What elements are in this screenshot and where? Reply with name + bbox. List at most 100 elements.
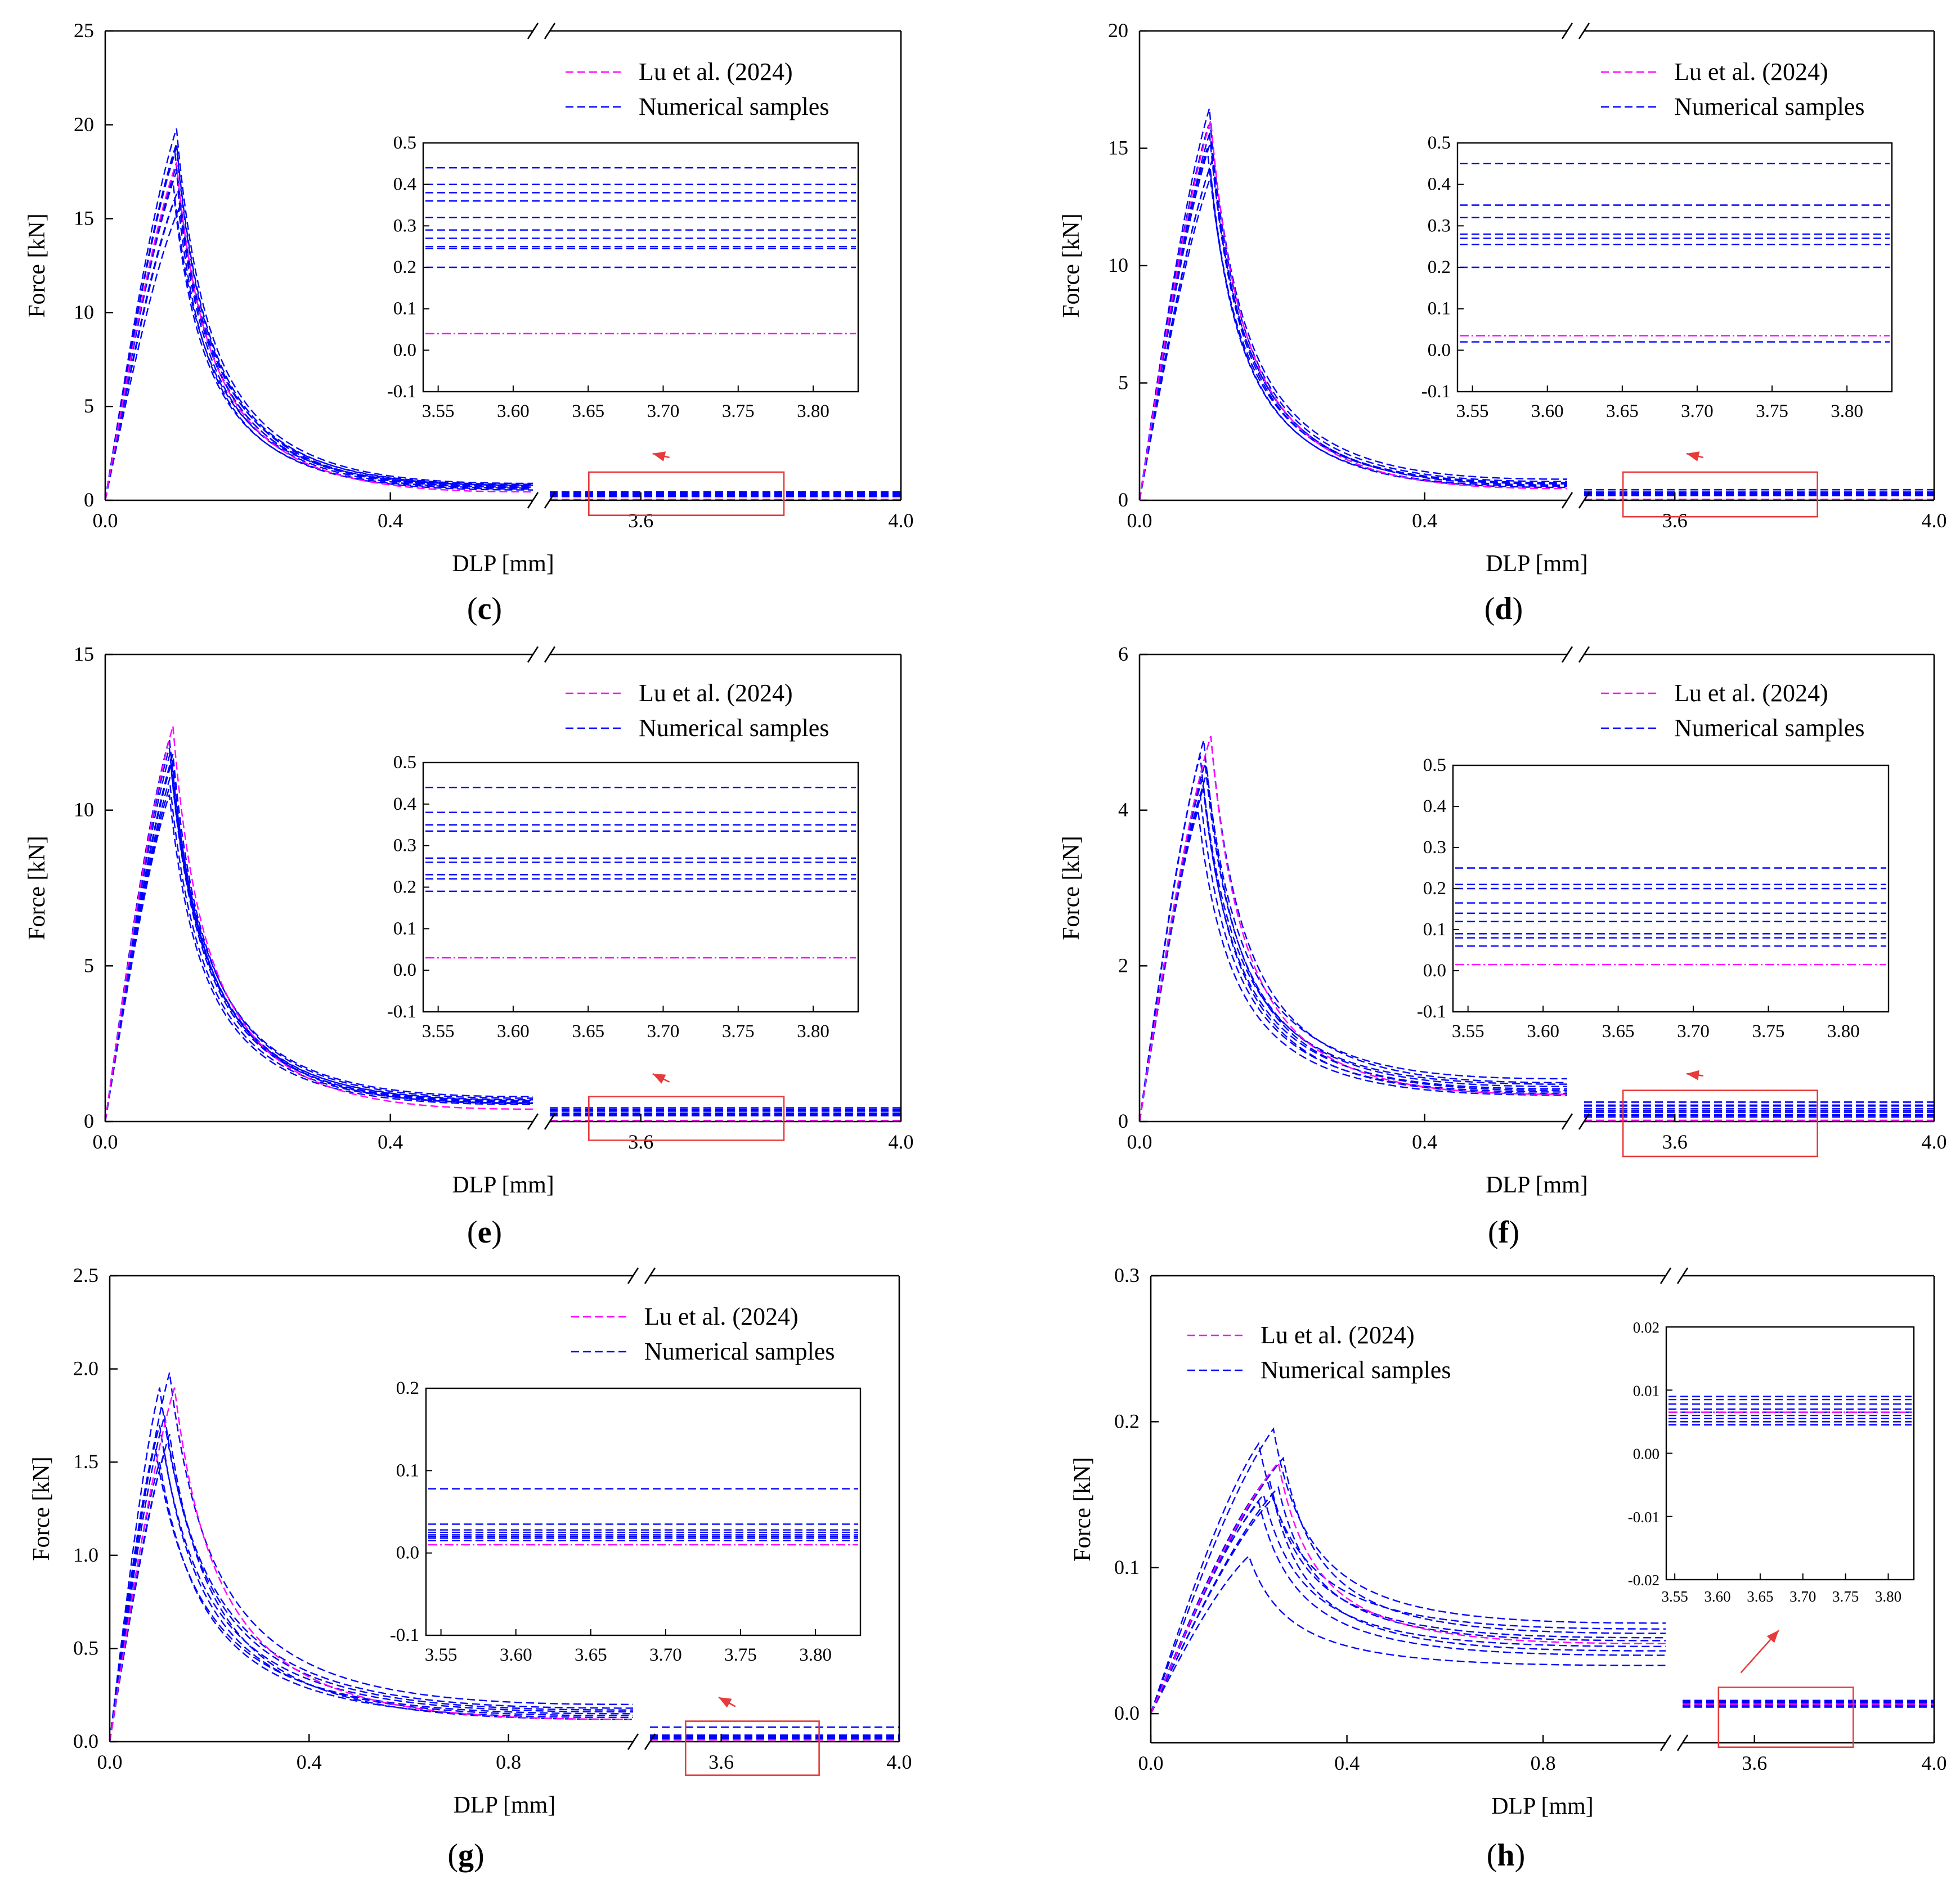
y-tick-label: 0.3: [1114, 1264, 1140, 1286]
inset-y-tick-label: 0.5: [393, 752, 416, 773]
legend-label-numerical: Numerical samples: [1674, 714, 1864, 742]
x-tick-label: 0.8: [496, 1751, 521, 1773]
axis-break-mark: [627, 1267, 639, 1284]
inset-y-tick-label: 0.0: [393, 960, 416, 980]
caption-paren-close: ): [491, 1215, 502, 1250]
inset-series-group: [425, 167, 856, 335]
series-group: [1140, 108, 1934, 500]
inset-x-tick-label: 3.60: [500, 1645, 532, 1665]
inset-y-tick-label: 0.1: [1423, 920, 1446, 940]
reference-curve-main-line: [1140, 736, 1567, 1122]
caption-paren-close: ): [474, 1838, 485, 1873]
x-tick-label: 4.0: [889, 509, 914, 532]
x-tick-label: 0.0: [97, 1751, 123, 1773]
numerical-sample-3-main-line: [1140, 148, 1567, 500]
numerical-sample-6-main-line: [105, 147, 533, 500]
legend-label-reference: Lu et al. (2024): [639, 58, 793, 86]
y-tick-label: 15: [74, 207, 94, 230]
inset-y-tick-label: -0.1: [1417, 1002, 1446, 1022]
y-tick-label: 5: [1118, 371, 1128, 394]
inset-y-tick-label: 0.2: [1423, 878, 1446, 899]
numerical-sample-8-main-line: [105, 794, 533, 1122]
inset-y-tick-label: 0.2: [1428, 257, 1451, 277]
numerical-sample-9-main-line: [1140, 810, 1567, 1122]
inset-x-tick-label: 3.55: [425, 1645, 458, 1665]
caption-paren-close: ): [1513, 591, 1523, 626]
x-tick-label: 4.0: [1922, 1752, 1947, 1774]
y-tick-label: 10: [1108, 254, 1128, 276]
axis-break-mark: [544, 1113, 556, 1130]
caption-letter: f: [1499, 1215, 1510, 1250]
inset-series-group: [425, 787, 856, 959]
inset-y-tick-label: 0.02: [1633, 1319, 1660, 1336]
numerical-sample-4-main-line: [105, 747, 533, 1122]
numerical-sample-8-main-line: [1140, 786, 1567, 1122]
caption-paren-open: (: [467, 1215, 478, 1250]
y-tick-label: 1.0: [73, 1544, 98, 1566]
axis-break-mark: [544, 492, 556, 509]
inset-y-tick-label: -0.1: [390, 1625, 419, 1645]
inset-y-tick-label: 0.3: [1428, 216, 1451, 236]
inset-x-tick-label: 3.70: [647, 1021, 680, 1042]
axis-break-mark: [1578, 492, 1590, 509]
y-tick-label: 0: [1118, 1110, 1128, 1132]
inset-y-tick-label: 0.5: [1428, 133, 1451, 153]
reference-curve-main-line: [105, 162, 533, 500]
numerical-sample-6-main-line: [1151, 1493, 1666, 1714]
y-axis-label: Force [kN]: [1059, 213, 1084, 317]
x-tick-label: 0.8: [1531, 1752, 1556, 1774]
reference-curve-main-line: [110, 1387, 630, 1742]
caption-letter: g: [458, 1838, 474, 1873]
x-tick-label: 3.6: [708, 1751, 734, 1773]
axis-break-mark: [1676, 1267, 1689, 1284]
legend-label-numerical: Numerical samples: [639, 93, 829, 120]
numerical-sample-7-main-line: [1140, 141, 1567, 500]
panel-caption: (g): [447, 1838, 484, 1873]
x-tick-label: 3.6: [1742, 1752, 1767, 1774]
inset-y-tick-label: 0.1: [393, 918, 416, 939]
y-tick-label: 0.0: [1114, 1702, 1140, 1724]
inset-x-tick-label: 3.65: [1602, 1021, 1635, 1042]
zoom-arrow-head: [1686, 451, 1700, 461]
inset-y-tick-label: 0.2: [396, 1378, 419, 1398]
axis-break-mark: [1578, 1113, 1590, 1130]
panel-caption: (d): [1484, 591, 1523, 626]
numerical-sample-1-main-line: [1140, 108, 1567, 500]
axis-break-mark: [1561, 1113, 1573, 1130]
inset-x-tick-label: 3.60: [1527, 1021, 1559, 1042]
inset-x-tick-label: 3.75: [1752, 1021, 1785, 1042]
inset-y-tick-label: 0.4: [1423, 796, 1446, 817]
inset-y-tick-label: 0.5: [393, 133, 416, 153]
numerical-sample-5-main-line: [105, 772, 533, 1122]
x-tick-label: 3.6: [1662, 1131, 1688, 1153]
caption-letter: h: [1497, 1838, 1514, 1873]
inset-y-tick-label: -0.1: [387, 382, 416, 402]
numerical-sample-2-main-line: [1151, 1442, 1666, 1714]
numerical-sample-4-main-line: [110, 1424, 633, 1742]
inset-x-tick-label: 3.70: [1789, 1588, 1816, 1605]
inset-frame: [425, 1387, 862, 1636]
axis-break-mark: [1578, 646, 1590, 663]
panel-f: 0 2 4 6 0.0 0.4 3.6 4.0 DLP [mm] Force [kN] -0.1 0.…: [1059, 643, 1947, 1250]
axis-break-mark: [544, 646, 556, 663]
x-axis-label: DLP [mm]: [452, 551, 554, 577]
inset-series-group: [1460, 163, 1890, 343]
inset-y-tick-label: 0.4: [1428, 174, 1451, 195]
panel-e: 0 5 10 15 0.0 0.4 3.6 4.0 DLP [mm] Force [kN] -0.1…: [24, 643, 914, 1250]
inset-y-tick-label: 0.0: [393, 340, 416, 360]
x-tick-label: 4.0: [889, 1131, 914, 1153]
y-tick-label: 5: [84, 394, 94, 417]
inset-y-tick-label: -0.02: [1628, 1572, 1660, 1589]
x-tick-label: 0.4: [1412, 1131, 1437, 1153]
zoom-arrow-head: [652, 451, 666, 461]
inset-x-tick-label: 3.75: [1756, 401, 1788, 421]
inset-x-tick-label: 3.80: [799, 1645, 832, 1665]
x-tick-label: 4.0: [1922, 1131, 1947, 1153]
x-tick-label: 3.6: [628, 1131, 653, 1153]
inset-x-tick-label: 3.55: [1662, 1588, 1688, 1605]
inset-x-tick-label: 3.65: [1606, 401, 1639, 421]
numerical-sample-6-main-line: [1140, 771, 1567, 1122]
y-axis-label: Force [kN]: [1059, 836, 1084, 940]
panel-caption: (c): [467, 591, 502, 626]
legend-label-numerical: Numerical samples: [644, 1338, 835, 1365]
